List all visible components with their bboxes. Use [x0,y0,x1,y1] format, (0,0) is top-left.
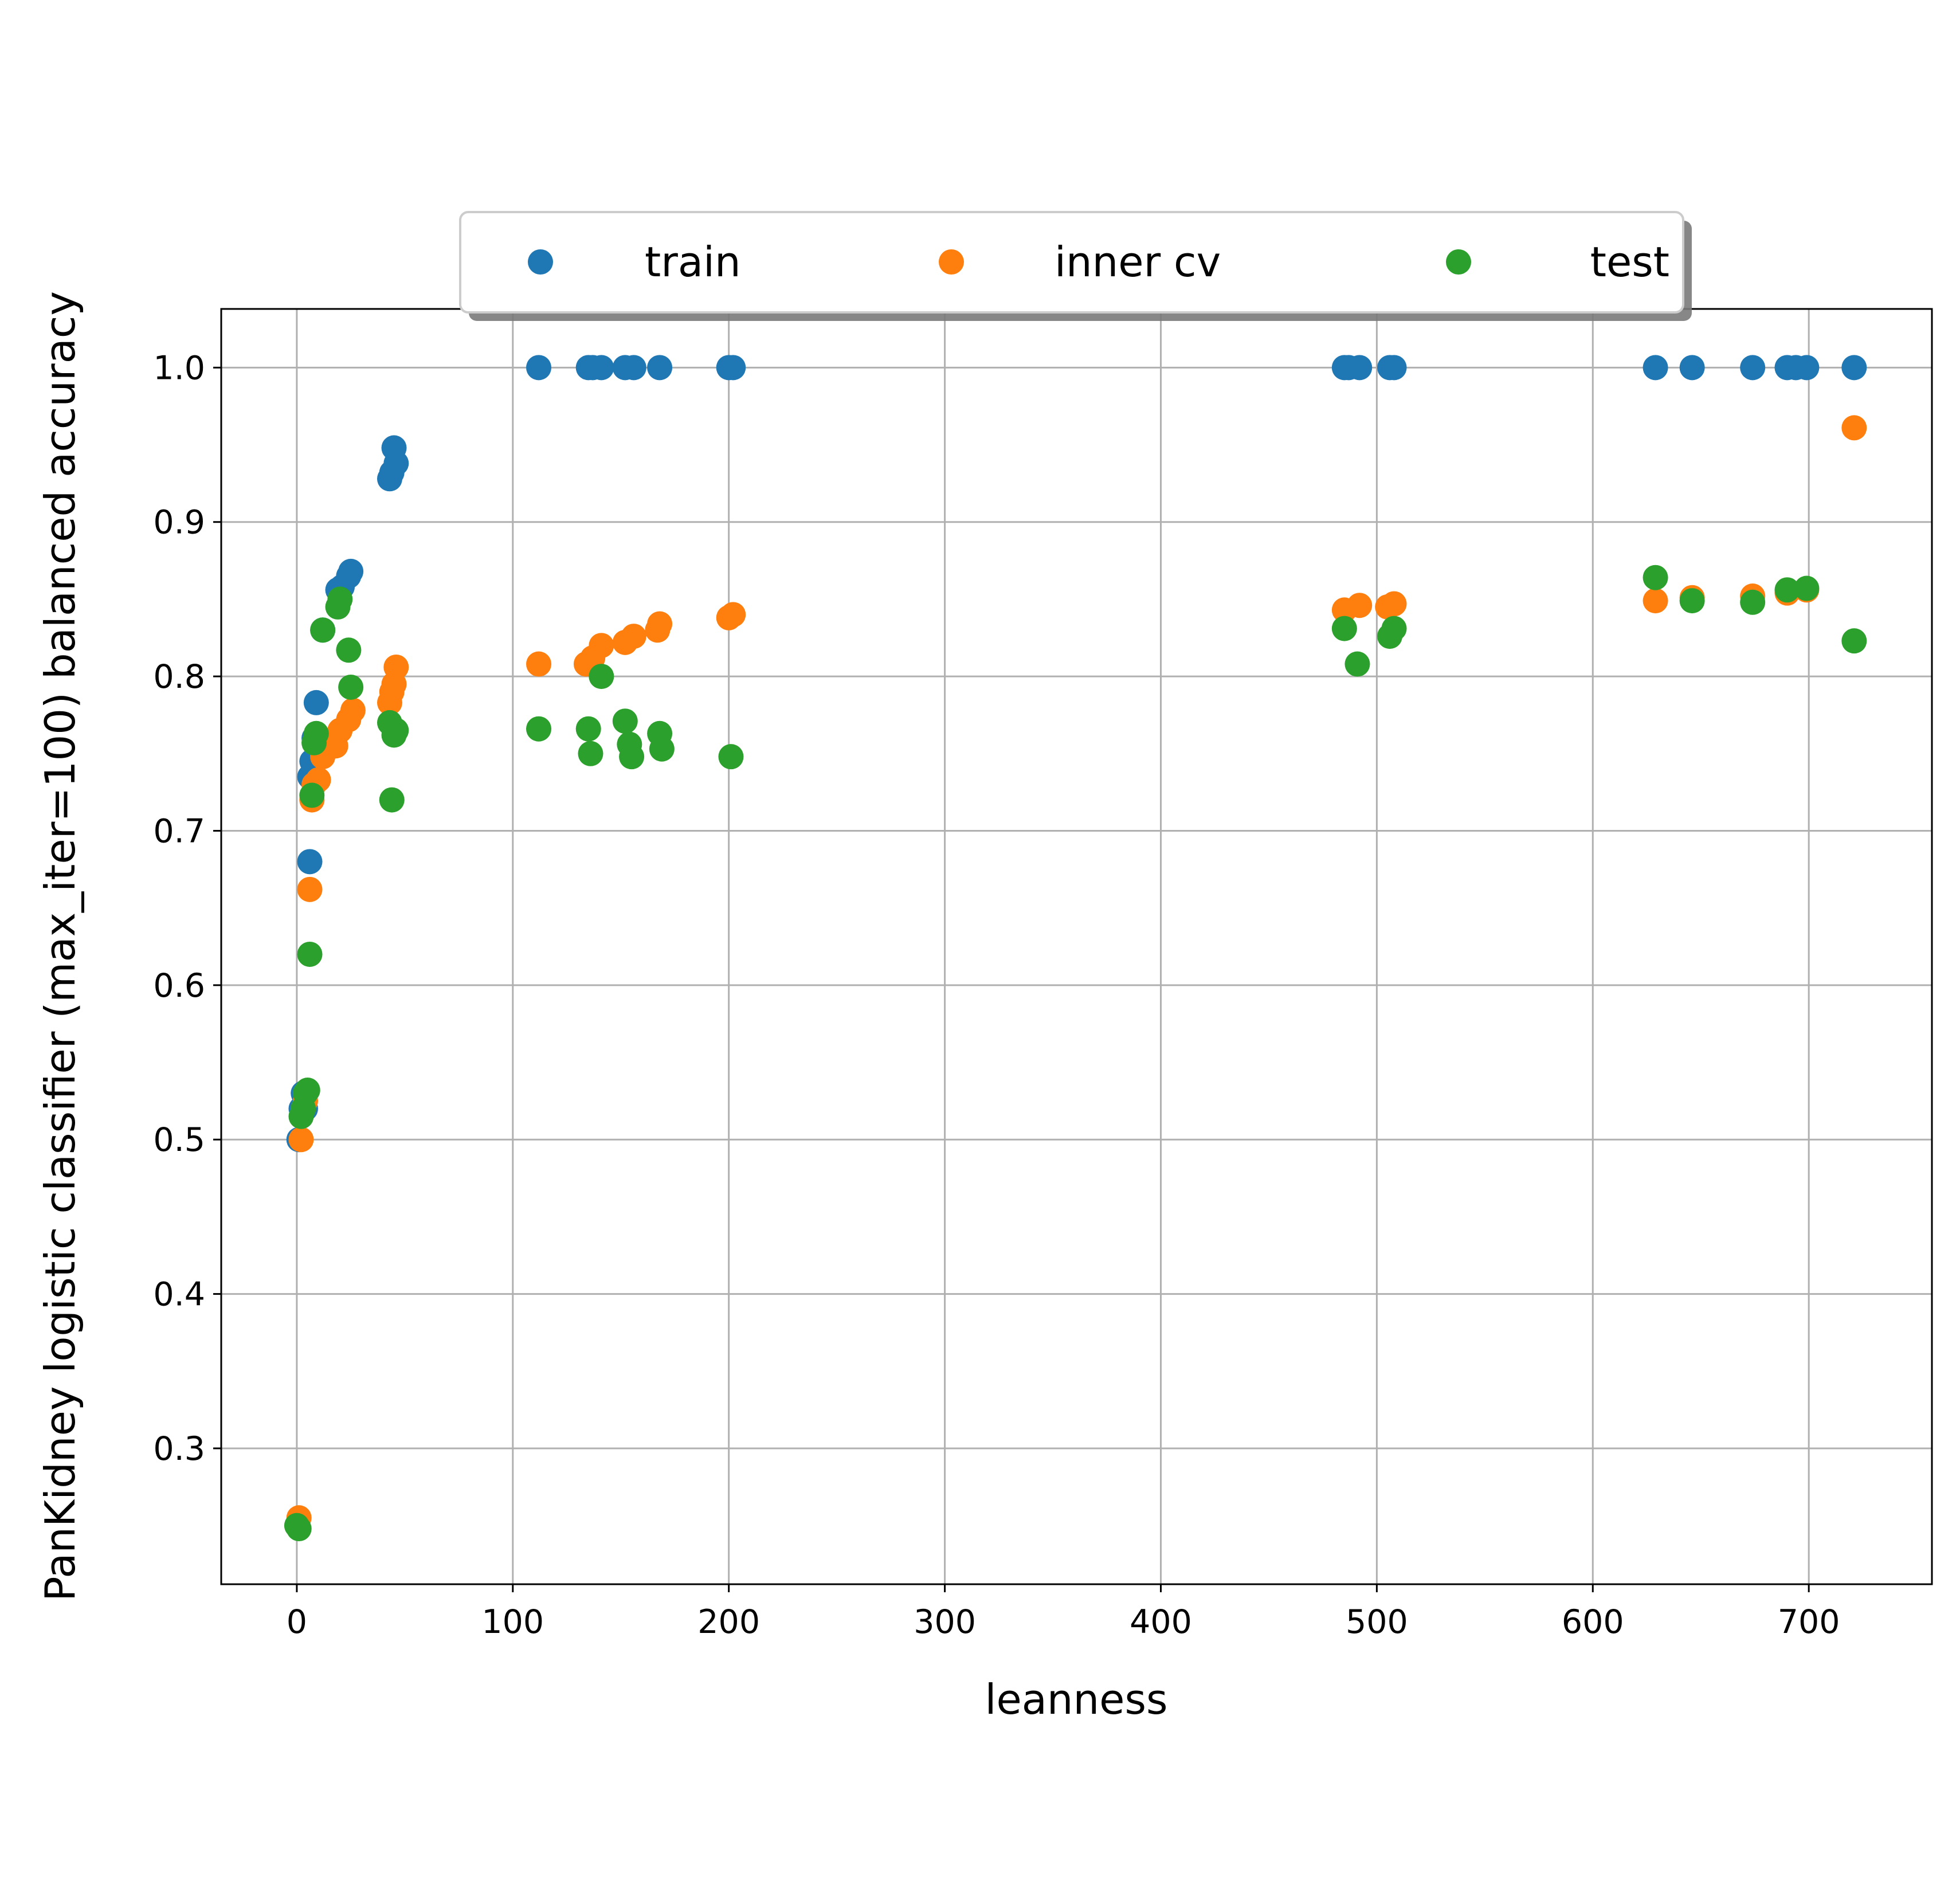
data-points [284,355,1867,1542]
train-point [338,558,364,584]
test-point [1643,565,1668,590]
x-axis-label: leanness [985,1675,1167,1724]
test-point [1794,575,1820,601]
train-point [1347,355,1373,381]
test-point [383,718,409,743]
train-point [1841,355,1867,381]
test-point [1841,628,1867,654]
test-point [649,736,675,762]
test-point [310,617,336,643]
test-point [336,637,362,663]
y-tick-label: 0.3 [153,1430,205,1468]
x-tick-label: 0 [287,1603,307,1641]
inner-cv-point [340,698,366,723]
grid [221,309,1932,1584]
x-tick-label: 400 [1130,1603,1192,1641]
y-tick-label: 0.4 [153,1276,205,1314]
test-point [575,716,601,742]
y-tick-label: 1.0 [153,349,205,387]
legend-marker-train [528,249,553,275]
y-axis-label: PanKidney logistic classifier (max_iter=… [36,291,84,1601]
inner-cv-point [1347,593,1373,618]
test-point [1774,577,1800,603]
test-point [1331,616,1357,641]
inner-cv-point [1643,588,1668,614]
test-point [299,782,325,808]
y-tick-label: 0.5 [153,1121,205,1159]
legend-items: train inner cv test [528,238,1669,286]
x-tick-label: 600 [1562,1603,1624,1641]
test-point [612,708,638,734]
inner-cv-point [647,611,673,637]
axis-ticks: 0 100 200 300 400 500 600 700 0.3 0.4 0.5 0.6 0.7 0.8… [153,349,1840,1641]
legend-label-inner-cv: inner cv [1055,238,1221,286]
test-point [1344,651,1370,677]
test-point [619,744,645,770]
test-point [1679,588,1705,614]
train-point [621,355,646,381]
y-tick-label: 0.9 [153,504,205,542]
test-point [589,664,614,690]
x-tick-label: 300 [914,1603,976,1641]
legend-label-test: test [1590,238,1669,286]
train-point [720,355,746,381]
legend-label-train: train [645,238,741,286]
train-point [1643,355,1668,381]
inner-cv-point [720,602,746,628]
train-point [526,355,552,381]
inner-cv-point [526,651,552,677]
train-point [297,849,323,875]
y-tick-label: 0.6 [153,967,205,1005]
train-point [647,355,673,381]
legend-marker-test [1446,249,1471,275]
test-point [295,1078,320,1103]
test-point [297,941,323,967]
y-tick-label: 0.8 [153,658,205,696]
inner-cv-point [288,1127,314,1153]
test-point [718,744,744,770]
train-point [1794,355,1820,381]
test-point [338,674,364,700]
test-point [327,586,353,612]
train-point [1381,355,1407,381]
x-tick-label: 200 [697,1603,760,1641]
inner-cv-point [383,654,409,680]
train-point [303,690,329,715]
inner-cv-point [297,876,323,902]
test-point [303,720,329,746]
test-point [526,716,552,742]
test-point [1381,616,1407,641]
x-tick-label: 100 [481,1603,544,1641]
legend-box [459,211,1684,314]
test-point [578,741,603,766]
inner-cv-point [621,624,646,649]
test-point [379,787,405,813]
test-point [1740,589,1766,615]
legend-marker-inner-cv [939,249,964,275]
train-point [1679,355,1705,381]
train-point [383,451,409,476]
inner-cv-point [589,633,614,659]
train-point [589,355,614,381]
train-point [1740,355,1766,381]
x-tick-label: 500 [1346,1603,1408,1641]
test-point [286,1516,312,1542]
legend: train inner cv test [459,211,1692,321]
inner-cv-point [1381,591,1407,617]
x-tick-label: 700 [1778,1603,1840,1641]
y-tick-label: 0.7 [153,812,205,850]
inner-cv-point [1841,415,1867,441]
